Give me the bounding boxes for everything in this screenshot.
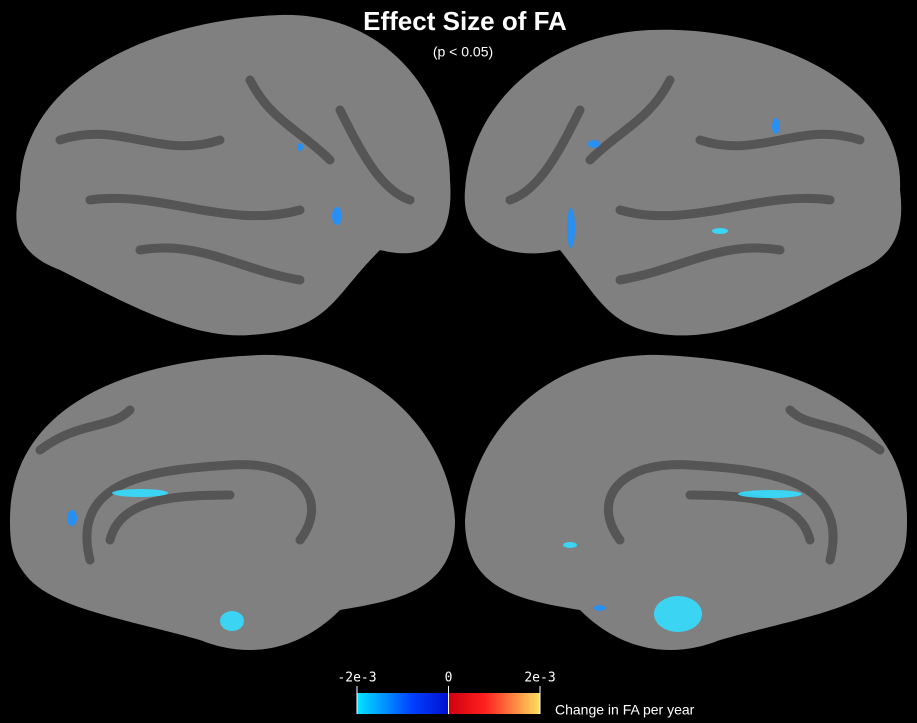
colorbar-tick-label: -2e-3 xyxy=(337,671,376,686)
brain-lateral-left xyxy=(16,14,451,336)
colorbar: Change in FA per year -2e-3 0 2e-3 xyxy=(337,671,694,718)
brain-lateral-right xyxy=(464,29,902,336)
brain-medial-left xyxy=(10,354,455,650)
brain-medial-right xyxy=(465,354,907,650)
colorbar-tick-label: 2e-3 xyxy=(524,671,555,686)
title: Effect Size of FA xyxy=(363,6,567,36)
subtitle: (p < 0.05) xyxy=(433,44,493,60)
colorbar-tick-label: 0 xyxy=(445,671,453,686)
colorbar-label: Change in FA per year xyxy=(555,702,695,718)
